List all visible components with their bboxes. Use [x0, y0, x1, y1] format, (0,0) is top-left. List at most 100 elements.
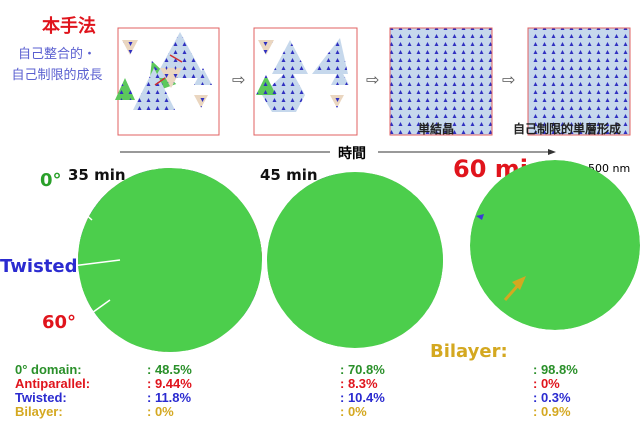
- domain: [434, 172, 443, 181]
- domain: [267, 195, 280, 211]
- stat-35-twisted: : 11.8%: [147, 390, 192, 405]
- domain: [267, 298, 278, 325]
- stat-60-0deg: : 98.8%: [533, 362, 578, 377]
- stat-45-bilayer: : 0%: [340, 404, 367, 419]
- domain: [434, 178, 443, 195]
- domain: [234, 331, 257, 352]
- growth-schematic: ⇨ ⇨ ⇨: [115, 27, 631, 155]
- stats-35: : 48.5% : 9.44% : 11.8% : 0%: [147, 363, 192, 419]
- domain: [247, 168, 262, 180]
- domain: [267, 305, 276, 327]
- stat-60-bilayer: : 0.9%: [533, 404, 571, 419]
- stats-60: : 98.8% : 0% : 0.3% : 0.9%: [533, 363, 578, 419]
- domain: [246, 326, 262, 352]
- micrograph-60min: [470, 160, 640, 330]
- subtitle-line1: 自己整合的・: [17, 47, 96, 62]
- time-arrow-head: [548, 149, 556, 155]
- caption-self-limited: 自己制限的単層形成: [513, 122, 622, 136]
- domain: [431, 193, 443, 211]
- stat-45-0deg: : 70.8%: [340, 362, 385, 377]
- twisted-domain: [476, 214, 484, 220]
- domain: [287, 331, 309, 348]
- domain: [210, 168, 234, 182]
- domain: [411, 337, 423, 348]
- stat-60-twisted: : 0.3%: [533, 390, 571, 405]
- domain: [275, 194, 289, 206]
- domain: [241, 191, 254, 203]
- domain: [416, 172, 433, 182]
- domain: [246, 188, 260, 203]
- domain: [78, 319, 103, 349]
- stat-label-twisted: Twisted:: [15, 390, 67, 405]
- time-label: 時間: [338, 146, 366, 162]
- domain: [85, 184, 103, 199]
- domain: [90, 188, 99, 198]
- domain: [86, 168, 111, 182]
- stats-45: : 70.8% : 8.3% : 10.4% : 0%: [340, 363, 385, 419]
- panel-merging: [253, 27, 358, 136]
- domain: [267, 184, 284, 207]
- domain: [282, 334, 291, 344]
- stat-35-bilayer: : 0%: [147, 404, 174, 419]
- label-twisted: Twisted: [0, 256, 78, 277]
- domain: [78, 183, 89, 197]
- panel-nucleation: [115, 27, 220, 136]
- time-35: 35 min: [68, 166, 126, 184]
- scale-bar-label: 500 nm: [588, 162, 631, 175]
- arrow-icon: ⇨: [366, 70, 379, 89]
- domain: [254, 168, 262, 175]
- stat-label-0deg: 0° domain:: [15, 362, 82, 377]
- domain: [411, 333, 426, 346]
- domain: [425, 320, 443, 338]
- domain: [244, 168, 262, 192]
- domain: [78, 346, 86, 352]
- stat-label-antiparallel: Antiparallel:: [15, 376, 91, 391]
- arrow-icon: ⇨: [232, 70, 245, 89]
- stat-45-antiparallel: : 8.3%: [340, 376, 378, 391]
- panel-monolayer: [527, 27, 631, 136]
- domain: [98, 168, 120, 176]
- domain: [88, 173, 101, 187]
- domain: [235, 182, 254, 201]
- domain: [252, 202, 262, 219]
- stat-60-antiparallel: : 0%: [533, 376, 560, 391]
- domain: [121, 343, 132, 352]
- domain: [225, 168, 242, 180]
- label-zero-deg: 0°: [40, 170, 62, 191]
- domain: [99, 341, 111, 351]
- subtitle-line2: 自己制限的成長: [11, 68, 103, 83]
- arrow-icon: ⇨: [502, 70, 515, 89]
- domain: [300, 340, 315, 348]
- stat-45-twisted: : 10.4%: [340, 390, 385, 405]
- domain: [286, 327, 298, 339]
- domain: [235, 176, 260, 198]
- domain: [405, 172, 421, 187]
- domain: [267, 314, 277, 327]
- domain: [234, 168, 258, 188]
- pointer-line: [61, 192, 93, 221]
- panel-single-crystal: [389, 27, 493, 136]
- domain: [228, 178, 237, 187]
- bilayer-arrow-head: [512, 276, 526, 290]
- domain: [108, 168, 130, 178]
- stat-35-antiparallel: : 9.44%: [147, 376, 192, 391]
- caption-single-crystal: 単結晶: [418, 122, 455, 136]
- stats-labels: 0° domain: Antiparallel: Twisted: Bilaye…: [15, 363, 90, 419]
- domain: [86, 344, 96, 352]
- domain: [248, 178, 262, 198]
- domain: [267, 172, 290, 182]
- label-bilayer: Bilayer:: [430, 341, 508, 362]
- domain: [78, 168, 98, 183]
- domain: [78, 168, 102, 187]
- stat-label-bilayer: Bilayer:: [15, 404, 63, 419]
- domain: [89, 334, 112, 352]
- domain: [267, 193, 279, 214]
- domain: [256, 168, 262, 176]
- domain: [216, 344, 228, 352]
- pointer-line: [81, 299, 111, 321]
- domain: [253, 313, 262, 331]
- method-title: 本手法: [42, 16, 96, 37]
- domain: [288, 328, 306, 348]
- domain: [267, 209, 277, 223]
- pointer-line: [71, 259, 121, 267]
